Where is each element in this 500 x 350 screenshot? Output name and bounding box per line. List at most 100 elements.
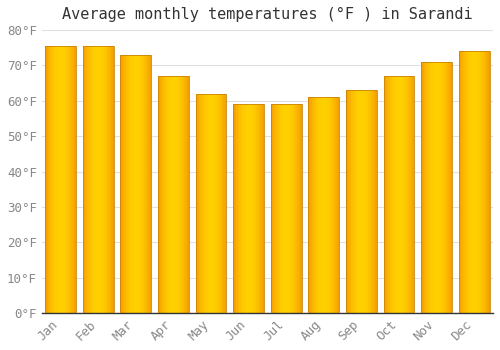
Bar [59,46,60,313]
Bar [164,76,165,313]
Bar [338,97,340,313]
Bar [161,76,162,313]
Bar [201,94,202,313]
Bar [328,97,329,313]
Bar [54,46,55,313]
Bar [84,46,85,313]
Bar [243,104,244,313]
Bar [46,46,48,313]
Bar [272,104,273,313]
Bar [489,51,490,313]
Bar [200,94,201,313]
Bar [45,46,46,313]
Bar [171,76,172,313]
Bar [287,104,288,313]
Bar [69,46,70,313]
Bar [224,94,225,313]
Bar [330,97,331,313]
Bar [482,51,484,313]
Bar [388,76,389,313]
Bar [202,94,203,313]
Bar [346,90,347,313]
Bar [179,76,180,313]
Bar [70,46,72,313]
Bar [67,46,68,313]
Bar [488,51,489,313]
Bar [469,51,470,313]
Bar [121,55,122,313]
Bar [238,104,240,313]
Bar [178,76,179,313]
Bar [466,51,468,313]
Bar [186,76,188,313]
Bar [336,97,337,313]
Bar [138,55,139,313]
Bar [332,97,333,313]
Bar [472,51,474,313]
Bar [255,104,256,313]
Bar [300,104,301,313]
Bar [140,55,141,313]
Bar [165,76,166,313]
Bar [471,51,472,313]
Bar [459,51,490,313]
Bar [440,62,442,313]
Bar [208,94,210,313]
Bar [446,62,448,313]
Bar [106,46,108,313]
Bar [204,94,205,313]
Bar [83,46,84,313]
Bar [50,46,51,313]
Bar [271,104,302,313]
Bar [273,104,274,313]
Bar [170,76,171,313]
Bar [196,94,197,313]
Bar [105,46,106,313]
Bar [385,76,386,313]
Bar [271,104,272,313]
Bar [444,62,445,313]
Bar [102,46,103,313]
Bar [176,76,178,313]
Bar [407,76,408,313]
Bar [233,104,234,313]
Bar [428,62,429,313]
Bar [316,97,317,313]
Bar [261,104,262,313]
Bar [324,97,326,313]
Bar [485,51,486,313]
Bar [386,76,388,313]
Bar [286,104,287,313]
Bar [63,46,64,313]
Bar [120,55,151,313]
Bar [464,51,465,313]
Bar [369,90,370,313]
Bar [449,62,450,313]
Bar [205,94,206,313]
Bar [282,104,283,313]
Title: Average monthly temperatures (°F ) in Sarandi: Average monthly temperatures (°F ) in Sa… [62,7,472,22]
Bar [141,55,142,313]
Bar [297,104,298,313]
Bar [398,76,399,313]
Bar [181,76,182,313]
Bar [465,51,466,313]
Bar [402,76,403,313]
Bar [348,90,349,313]
Bar [98,46,99,313]
Bar [64,46,65,313]
Bar [347,90,348,313]
Bar [103,46,104,313]
Bar [258,104,260,313]
Bar [85,46,86,313]
Bar [94,46,95,313]
Bar [476,51,478,313]
Bar [113,46,114,313]
Bar [283,104,284,313]
Bar [470,51,471,313]
Bar [296,104,297,313]
Bar [132,55,134,313]
Bar [100,46,102,313]
Bar [73,46,74,313]
Bar [346,90,377,313]
